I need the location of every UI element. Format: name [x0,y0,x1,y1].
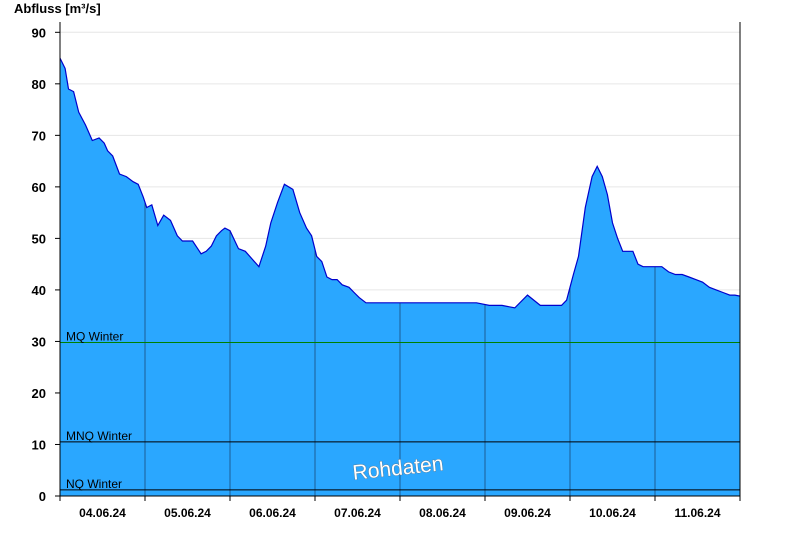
y-tick-label: 80 [32,77,46,92]
reference-label-nq-winter: NQ Winter [66,477,122,491]
y-tick-label: 30 [32,334,46,349]
discharge-line [59,57,741,309]
y-axis-label: Abfluss [m³/s] [14,1,101,16]
reference-label-mq-winter: MQ Winter [66,329,123,343]
y-tick-label: 10 [32,437,46,452]
day-divider-lines [144,202,656,496]
y-tick-label: 70 [32,128,46,143]
reference-lines: MQ Winter MNQ Winter NQ Winter [60,329,740,491]
x-tick-label: 05.06.24 [164,506,211,520]
x-tick-label: 06.06.24 [249,506,296,520]
y-tick-label: 20 [32,386,46,401]
x-tick-label: 04.06.24 [79,506,126,520]
y-tick-label: 50 [32,231,46,246]
y-tick-label: 0 [39,489,46,504]
y-tick-label: 60 [32,180,46,195]
x-tick-label: 10.06.24 [589,506,636,520]
x-tick-labels: 04.06.24 05.06.24 06.06.24 07.06.24 08.06.24… [59,496,741,520]
x-tick-label: 11.06.24 [674,506,720,520]
reference-label-mnq-winter: MNQ Winter [66,429,132,443]
x-tick-label: 09.06.24 [504,506,551,520]
y-tick-label: 40 [32,283,46,298]
y-tick-labels: 0 10 20 30 40 50 60 70 80 90 [32,25,60,504]
y-tick-label: 90 [32,25,46,40]
x-tick-label: 07.06.24 [334,506,381,520]
x-tick-label: 08.06.24 [419,506,466,520]
